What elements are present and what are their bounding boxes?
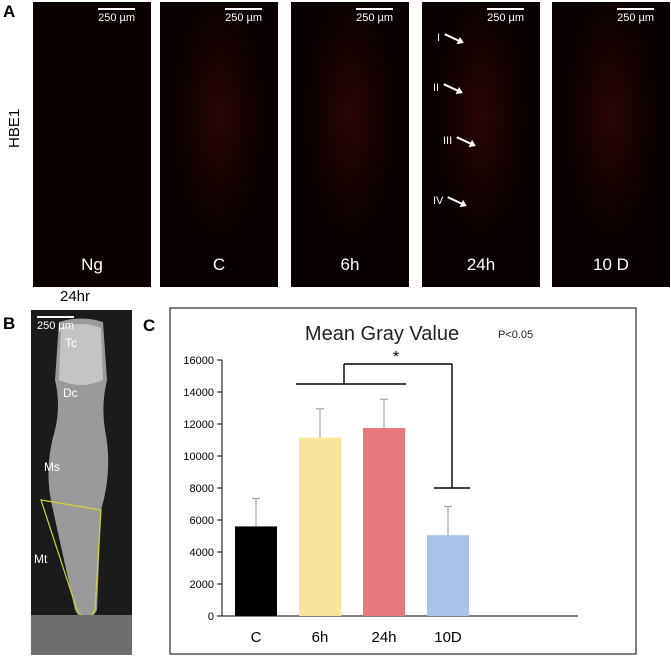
region-mt: Mt [34,552,48,566]
scale-bar-line [225,8,262,10]
region-arrow-2: II [433,82,461,94]
scale-bar: 250 µm [98,8,135,24]
arrow-icon [456,136,474,146]
y-tick-label: 6000 [190,515,214,527]
mean-gray-value-chart: Mean Gray Value P<0.05 0 2000 4000 6000 8000 10… [169,307,637,655]
significance-label: P<0.05 [498,329,533,341]
row-label-text: HBE1 [6,108,23,148]
region-arrow-label: II [433,82,440,94]
region-arrow-1: I [437,32,462,44]
image-panel-2: 250 µm C [160,2,278,287]
region-tc: Tc [65,336,77,350]
bar-24h [363,428,405,616]
panel-b-title: 24hr [60,288,91,305]
scale-bar-text: 250 µm [225,12,262,24]
image-panel-4: 250 µm 24h [422,2,540,287]
image-panel-3: 250 µm 6h [291,2,409,287]
y-tick-label: 12000 [183,419,214,431]
panel-a-letter: A [3,2,16,21]
y-tick-label: 14000 [183,387,214,399]
region-arrow-4: IV [433,195,465,207]
image-label: 24h [466,255,496,274]
panel-b-letter: B [3,314,16,333]
region-ms: Ms [44,460,60,474]
region-arrow-label: IV [433,195,444,207]
bar-6h [299,437,341,616]
region-arrow-label: I [437,32,441,44]
image-label: 6h [340,255,360,274]
scale-bar-line [37,316,74,318]
image-panel-5: 250 µm 10 D [552,2,670,287]
scale-bar-text: 250 µm [98,12,135,24]
x-category-label: 24h [371,629,396,646]
scale-bar: 250 µm [225,8,262,24]
arrow-icon [443,83,461,93]
y-tick-label: 4000 [190,547,214,559]
scale-bar-line [617,8,654,10]
image-label: 10 D [593,255,629,274]
arrow-icon [447,196,465,206]
row-label: HBE1 [6,109,23,148]
region-dc: Dc [63,386,78,400]
scale-bar-line [98,8,135,10]
bar-10d [427,535,469,616]
image-panel-1: 250 µm Ng [33,2,151,287]
chart-title: Mean Gray Value [305,323,459,345]
scale-bar-text: 250 µm [487,12,524,24]
scale-bar-text: 250 µm [37,320,74,332]
x-category-label: C [251,629,262,646]
y-tick-label: 8000 [190,483,214,495]
image-label: C [212,255,226,274]
region-arrow-3: III [443,135,474,147]
image-label: Ng [81,255,103,274]
panel-c-letter: C [143,316,156,335]
panel-b-scale-bar: 250 µm [37,316,74,332]
ventral-nerve-cord-graphic [31,318,132,655]
x-category-label: 10D [434,629,462,646]
y-tick-label: 16000 [183,355,214,367]
panel-b-image: 250 µm Tc Dc Ms Mt [31,310,132,655]
scale-bar: 250 µm [487,8,524,24]
scale-bar: 250 µm [356,8,393,24]
scale-bar: 250 µm [617,8,654,24]
significance-star: * [393,349,399,366]
bar-c [235,526,277,616]
arrow-icon [444,33,462,43]
scale-bar-text: 250 µm [617,12,654,24]
scale-bar-line [356,8,393,10]
scale-bar-text: 250 µm [356,12,393,24]
region-arrow-label: III [443,135,453,147]
y-tick-label: 0 [208,611,214,623]
scale-bar-line [487,8,524,10]
x-category-label: 6h [312,629,329,646]
y-tick-label: 10000 [183,451,214,463]
y-tick-label: 2000 [190,579,214,591]
